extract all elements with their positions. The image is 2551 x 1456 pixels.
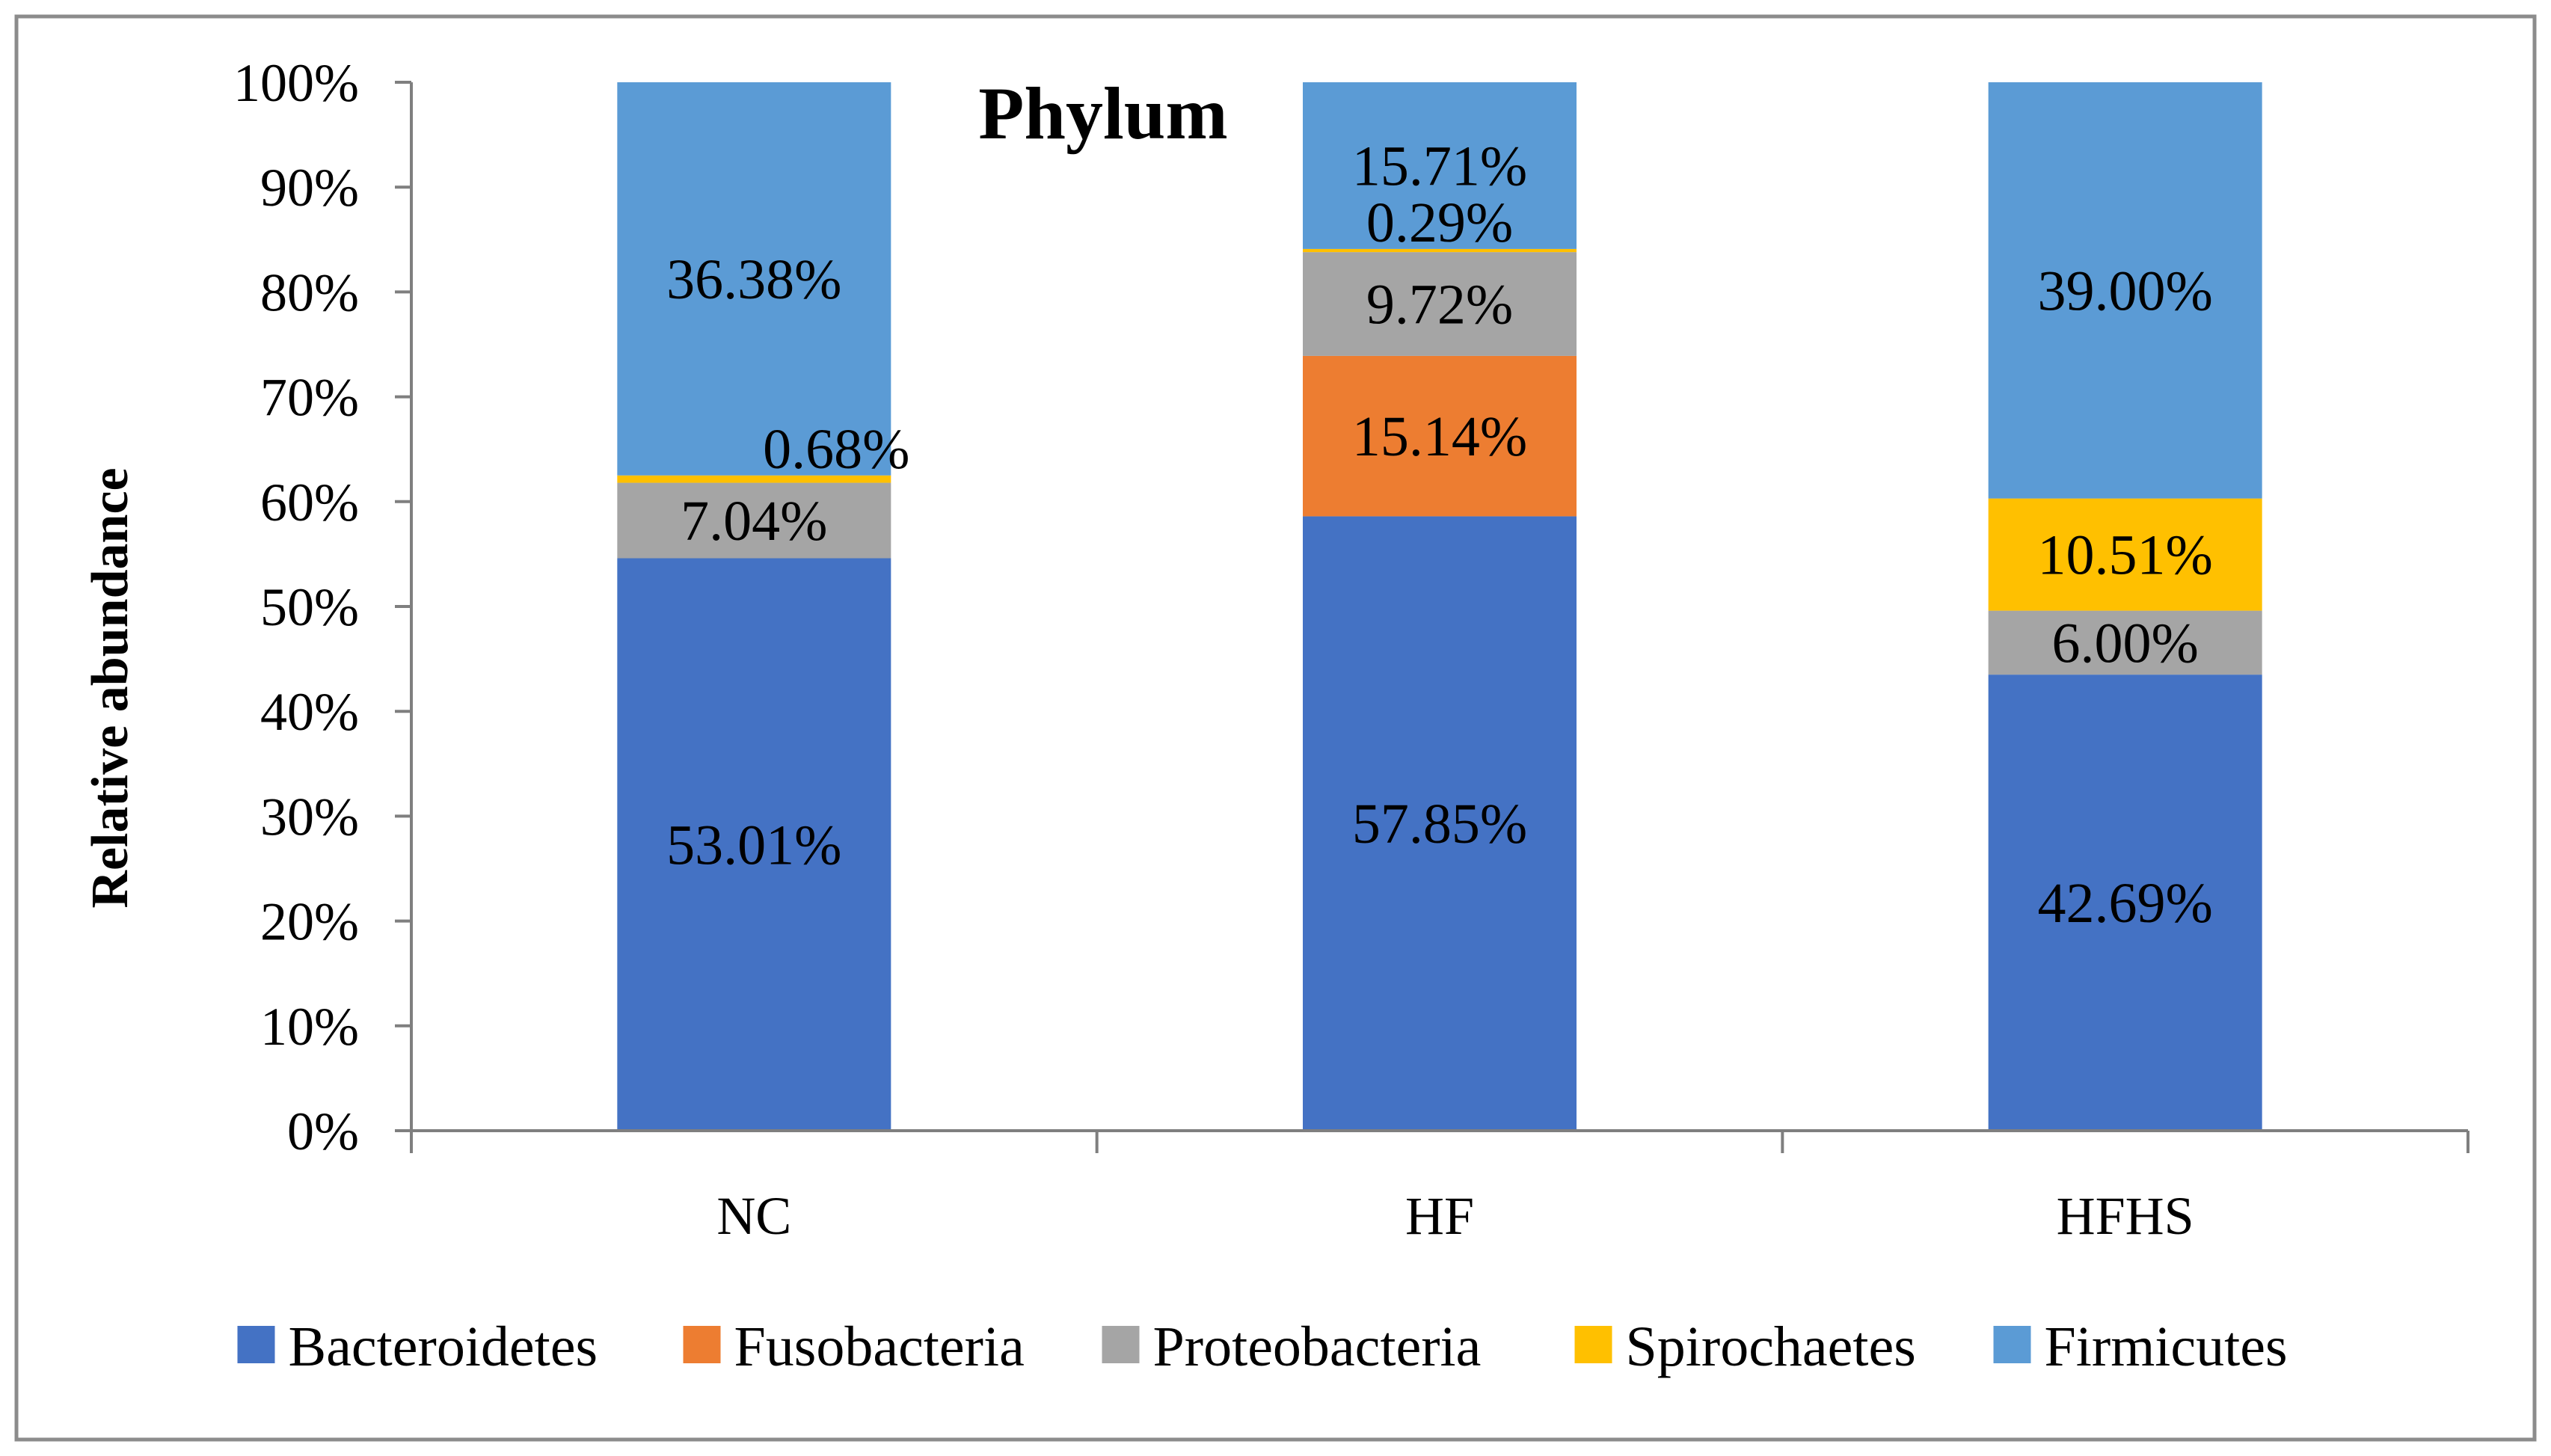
data-label-hf-fusobacteria: 15.14% xyxy=(1352,405,1527,468)
y-tick-label: 40% xyxy=(260,682,359,742)
y-tick-label: 20% xyxy=(260,892,359,952)
labels-layer: 53.01% 7.04% 0.68% 36.38% 57.85% 15.14% 9.72% 0… xyxy=(666,135,2213,935)
bar-segment-hf-bacteroidetes xyxy=(1303,516,1577,1131)
bar-segment-nc-firmicutes xyxy=(617,82,891,476)
bar-segment-hf-firmicutes xyxy=(1303,82,1577,249)
data-label-nc-bacteroidetes: 53.01% xyxy=(666,814,841,876)
y-axis-label: Relative abundance xyxy=(82,467,139,908)
y-tick-label: 90% xyxy=(260,158,359,218)
data-label-hf-proteobacteria: 9.72% xyxy=(1366,274,1513,337)
legend-swatch xyxy=(1574,1326,1612,1363)
y-tick-label: 30% xyxy=(260,787,359,847)
bar-segment-nc-bacteroidetes xyxy=(617,558,891,1131)
bars-layer xyxy=(617,82,2262,1131)
y-tick-label: 10% xyxy=(260,997,359,1057)
bar-segment-hf-spirochaetes xyxy=(1303,248,1577,253)
legend-swatch xyxy=(1993,1326,2031,1363)
legend-label: Spirochaetes xyxy=(1626,1315,1916,1378)
bar-segment-hfhs-spirochaetes xyxy=(1988,498,2262,611)
chart-title: Phylum xyxy=(978,72,1227,155)
legend-item-firmicutes: Firmicutes xyxy=(1993,1315,2288,1378)
data-label-hf-bacteroidetes: 57.85% xyxy=(1352,793,1527,856)
x-tick-label-hfhs: HFHS xyxy=(2057,1186,2194,1246)
bar-segment-hf-fusobacteria xyxy=(1303,355,1577,517)
bar-segment-hf-proteobacteria xyxy=(1303,252,1577,356)
legend-item-proteobacteria: Proteobacteria xyxy=(1102,1315,1482,1378)
bar-segment-hfhs-firmicutes xyxy=(1988,82,2262,499)
bar-segment-nc-spirochaetes xyxy=(617,475,891,483)
y-tick-label: 80% xyxy=(260,262,359,322)
data-label-hfhs-bacteroidetes: 42.69% xyxy=(2038,872,2213,935)
legend-item-spirochaetes: Spirochaetes xyxy=(1574,1315,1916,1378)
legend-item-fusobacteria: Fusobacteria xyxy=(683,1315,1025,1378)
legend-label: Proteobacteria xyxy=(1153,1315,1482,1378)
y-tick-label: 100% xyxy=(233,53,359,113)
data-label-hfhs-firmicutes: 39.00% xyxy=(2038,259,2213,322)
x-tick-label-hf: HF xyxy=(1405,1186,1474,1246)
legend-swatch xyxy=(683,1326,721,1363)
data-label-nc-spirochaetes: 0.68% xyxy=(763,418,909,481)
data-label-nc-proteobacteria: 7.04% xyxy=(681,490,827,553)
y-tick-label: 60% xyxy=(260,473,359,532)
bar-segment-hfhs-bacteroidetes xyxy=(1988,675,2262,1131)
legend-swatch xyxy=(1102,1326,1140,1363)
legend-label: Fusobacteria xyxy=(734,1315,1025,1378)
legend-item-bacteroidetes: Bacteroidetes xyxy=(237,1315,598,1378)
y-tick-label: 50% xyxy=(260,577,359,637)
data-label-nc-firmicutes: 36.38% xyxy=(666,248,841,311)
axis-layer: 0% 10% 20% 30% 40% 50% 60% 70% 80% 90% 100% NC HF HFH… xyxy=(233,53,2469,1246)
data-label-hfhs-spirochaetes: 10.51% xyxy=(2038,524,2213,587)
legend-label: Firmicutes xyxy=(2045,1315,2288,1378)
data-label-hfhs-proteobacteria: 6.00% xyxy=(2052,612,2199,675)
y-tick-label: 70% xyxy=(260,368,359,428)
legend-swatch xyxy=(237,1326,275,1363)
legend-label: Bacteroidetes xyxy=(289,1315,598,1378)
data-label-hf-spirochaetes: 0.29% xyxy=(1366,191,1513,254)
legend: Bacteroidetes Fusobacteria Proteobacteria S… xyxy=(237,1315,2288,1378)
data-label-hf-firmicutes: 15.71% xyxy=(1352,135,1527,197)
y-tick-label: 0% xyxy=(287,1102,359,1161)
bar-segment-hfhs-proteobacteria xyxy=(1988,610,2262,675)
bar-segment-nc-proteobacteria xyxy=(617,482,891,559)
x-tick-label-nc: NC xyxy=(716,1186,791,1246)
